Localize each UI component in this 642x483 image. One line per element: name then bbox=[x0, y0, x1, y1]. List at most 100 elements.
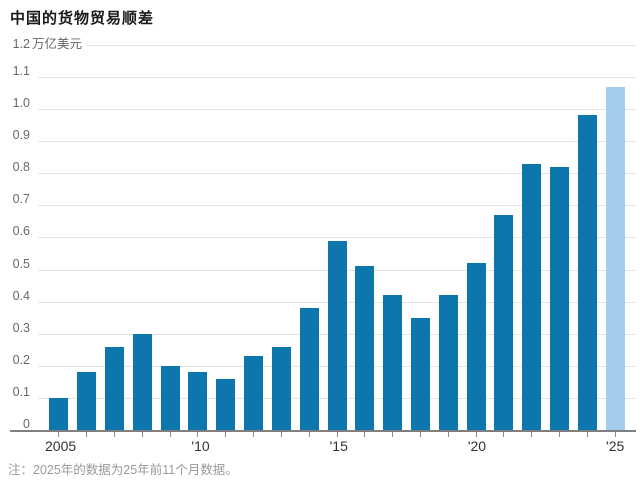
x-tick-2014 bbox=[295, 432, 323, 438]
tick-mark bbox=[308, 432, 310, 437]
x-tick-2025 bbox=[601, 432, 629, 438]
x-axis-label-empty bbox=[297, 438, 325, 454]
y-axis-label-0.6: 0.6 bbox=[10, 225, 30, 238]
x-axis-label-empty bbox=[491, 438, 519, 454]
bar-slot-2022 bbox=[518, 40, 546, 430]
x-axis-label-empty bbox=[270, 438, 298, 454]
bar-slot-2024 bbox=[573, 40, 601, 430]
x-tick-2021 bbox=[490, 432, 518, 438]
tick-mark bbox=[447, 432, 449, 437]
bar-slot-2016 bbox=[351, 40, 379, 430]
tick-mark bbox=[58, 432, 60, 437]
x-axis-labels: 2005 '10 '15 '20 '25 bbox=[45, 438, 629, 454]
bar-2021 bbox=[494, 215, 514, 430]
bar-slot-2007 bbox=[101, 40, 129, 430]
y-axis-label-0.4: 0.4 bbox=[10, 290, 30, 303]
tick-mark bbox=[280, 432, 282, 437]
x-axis-label-empty bbox=[214, 438, 242, 454]
x-tick-2018 bbox=[407, 432, 435, 438]
x-axis-label-2010: '10 bbox=[191, 438, 210, 454]
tick-mark bbox=[336, 432, 338, 437]
tick-mark bbox=[197, 432, 199, 437]
gridline-1.1 bbox=[38, 77, 636, 78]
x-tick-2006 bbox=[73, 432, 101, 438]
gridline-0.7 bbox=[38, 205, 636, 206]
x-tick-2019 bbox=[434, 432, 462, 438]
y-axis-label-0.5: 0.5 bbox=[10, 258, 30, 271]
x-tick-2013 bbox=[268, 432, 296, 438]
x-tick-2016 bbox=[351, 432, 379, 438]
bar-slot-2006 bbox=[73, 40, 101, 430]
gridline-1.0 bbox=[38, 109, 636, 110]
bar-2013 bbox=[271, 347, 291, 430]
bar-slot-2020 bbox=[462, 40, 490, 430]
x-axis-ticks bbox=[45, 432, 629, 438]
bar-2014 bbox=[299, 308, 319, 430]
x-tick-2008 bbox=[128, 432, 156, 438]
bar-2005 bbox=[49, 398, 69, 430]
bar-2012 bbox=[244, 356, 264, 430]
tick-mark bbox=[531, 432, 533, 437]
tick-mark bbox=[614, 432, 616, 437]
bar-slot-2008 bbox=[128, 40, 156, 430]
x-tick-2023 bbox=[546, 432, 574, 438]
bar-slot-2018 bbox=[407, 40, 435, 430]
bar-slot-2023 bbox=[546, 40, 574, 430]
y-axis-label-0.8: 0.8 bbox=[10, 161, 30, 174]
bar-slot-2010 bbox=[184, 40, 212, 430]
x-tick-2005 bbox=[45, 432, 73, 438]
bar-slot-2005 bbox=[45, 40, 73, 430]
tick-mark bbox=[475, 432, 477, 437]
gridline-0.8 bbox=[38, 173, 636, 174]
tick-mark bbox=[114, 432, 116, 437]
bar-2009 bbox=[160, 366, 180, 430]
bar-2016 bbox=[355, 266, 375, 430]
bar-2015 bbox=[327, 241, 347, 430]
bar-2022 bbox=[522, 164, 542, 430]
tick-mark bbox=[503, 432, 505, 437]
bar-2010 bbox=[188, 372, 208, 430]
bar-slot-2015 bbox=[323, 40, 351, 430]
bar-slot-2017 bbox=[379, 40, 407, 430]
x-axis-label-empty bbox=[353, 438, 381, 454]
x-axis-label-empty bbox=[131, 438, 159, 454]
x-axis-label-2025: '25 bbox=[606, 438, 625, 454]
x-tick-2015 bbox=[323, 432, 351, 438]
bar-2008 bbox=[132, 334, 152, 430]
x-tick-2011 bbox=[212, 432, 240, 438]
tick-mark bbox=[586, 432, 588, 437]
x-tick-2017 bbox=[379, 432, 407, 438]
tick-mark bbox=[141, 432, 143, 437]
y-axis-label-0.7: 0.7 bbox=[10, 193, 30, 206]
tick-mark bbox=[86, 432, 88, 437]
bar-2024 bbox=[577, 115, 597, 430]
y-axis-top-tick: 1.2 bbox=[12, 37, 30, 51]
bar-2017 bbox=[383, 295, 403, 430]
bar-slot-2021 bbox=[490, 40, 518, 430]
x-axis-label-empty bbox=[518, 438, 546, 454]
y-axis-label-0: 0 bbox=[10, 418, 30, 431]
tick-mark bbox=[364, 432, 366, 437]
bar-slot-2025 bbox=[601, 40, 629, 430]
bar-slot-2009 bbox=[156, 40, 184, 430]
x-axis-label-empty bbox=[408, 438, 436, 454]
x-axis-label-empty bbox=[104, 438, 132, 454]
tick-mark bbox=[225, 432, 227, 437]
tick-mark bbox=[253, 432, 255, 437]
x-tick-2020 bbox=[462, 432, 490, 438]
bar-2025 bbox=[605, 87, 625, 430]
x-tick-2022 bbox=[518, 432, 546, 438]
bar-2020 bbox=[466, 263, 486, 430]
gridline-0.9 bbox=[38, 141, 636, 142]
tick-mark bbox=[392, 432, 394, 437]
chart-title: 中国的货物贸易顺差 bbox=[10, 10, 155, 27]
bar-2011 bbox=[216, 379, 236, 430]
x-axis-label-2015: '15 bbox=[329, 438, 348, 454]
y-axis-label-0.1: 0.1 bbox=[10, 386, 30, 399]
y-axis-label-0.3: 0.3 bbox=[10, 322, 30, 335]
bar-2018 bbox=[410, 318, 430, 430]
x-axis-label-2005: 2005 bbox=[45, 438, 77, 454]
x-axis-label-empty bbox=[546, 438, 574, 454]
bar-2006 bbox=[77, 372, 97, 430]
